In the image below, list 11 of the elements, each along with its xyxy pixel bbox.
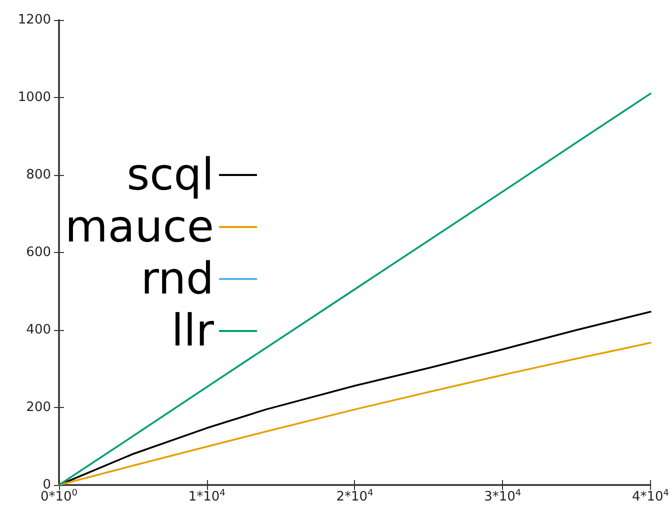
y-tick-label: 1000 [18, 90, 51, 105]
y-tick-label: 0 [42, 478, 51, 492]
legend-label: scql [126, 150, 214, 200]
legend-label: llr [171, 306, 215, 356]
y-tick-label: 600 [26, 245, 51, 260]
y-tick-label: 800 [26, 168, 51, 182]
y-tick-label: 400 [26, 322, 51, 338]
legend-label: mauce [64, 202, 214, 252]
legend-label: rnd [140, 254, 214, 304]
y-tick-label: 200 [26, 400, 51, 415]
y-tick-label: 1200 [18, 12, 51, 28]
